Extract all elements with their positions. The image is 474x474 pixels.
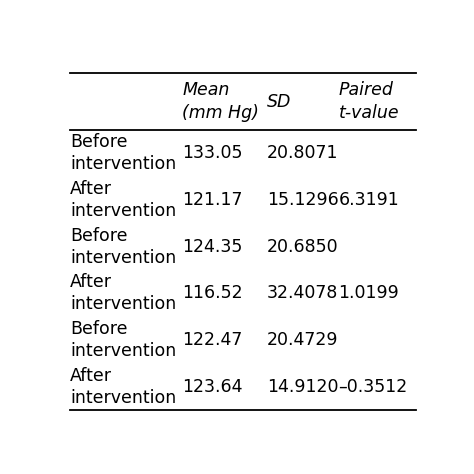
Text: 15.1296: 15.1296 xyxy=(267,191,338,209)
Text: 123.64: 123.64 xyxy=(182,378,243,396)
Text: 20.8071: 20.8071 xyxy=(267,144,338,162)
Text: After
intervention: After intervention xyxy=(70,180,176,220)
Text: 121.17: 121.17 xyxy=(182,191,243,209)
Text: 1.0199: 1.0199 xyxy=(338,284,399,302)
Text: 32.4078: 32.4078 xyxy=(267,284,338,302)
Text: Before
intervention: Before intervention xyxy=(70,320,176,360)
Text: 124.35: 124.35 xyxy=(182,237,243,255)
Text: 14.9120: 14.9120 xyxy=(267,378,338,396)
Text: Paired
t-value: Paired t-value xyxy=(338,82,399,122)
Text: 133.05: 133.05 xyxy=(182,144,243,162)
Text: Mean
(mm Hg): Mean (mm Hg) xyxy=(182,82,259,122)
Text: –0.3512: –0.3512 xyxy=(338,378,408,396)
Text: 20.4729: 20.4729 xyxy=(267,331,338,349)
Text: 20.6850: 20.6850 xyxy=(267,237,338,255)
Text: After
intervention: After intervention xyxy=(70,273,176,313)
Text: SD: SD xyxy=(267,92,291,110)
Text: After
intervention: After intervention xyxy=(70,367,176,407)
Text: Before
intervention: Before intervention xyxy=(70,227,176,267)
Text: Before
intervention: Before intervention xyxy=(70,133,176,173)
Text: 6.3191: 6.3191 xyxy=(338,191,399,209)
Text: 122.47: 122.47 xyxy=(182,331,243,349)
Text: 116.52: 116.52 xyxy=(182,284,243,302)
